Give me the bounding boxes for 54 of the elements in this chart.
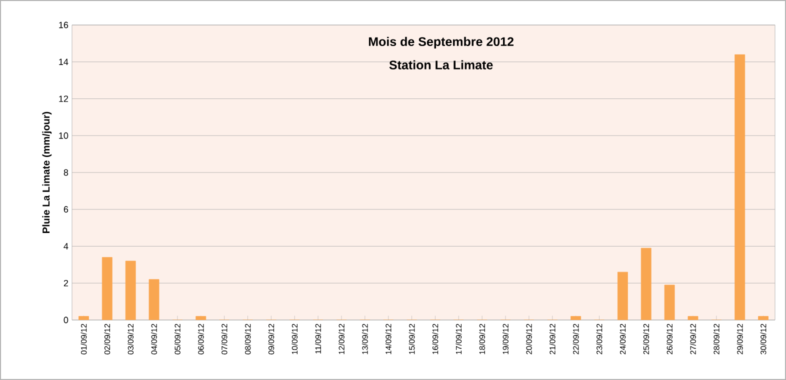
x-tick-label: 09/09/12 bbox=[268, 324, 274, 354]
y-tick-label: 0 bbox=[64, 316, 68, 324]
x-tick-label: 19/09/12 bbox=[502, 324, 508, 354]
text: Mois de Septembre 2012 bbox=[368, 36, 514, 49]
x-tick-label: 18/09/12 bbox=[479, 324, 486, 354]
y-axis-title: Pluie La Limate (mm/jour) bbox=[42, 112, 52, 233]
y-tick-label: 10 bbox=[59, 132, 68, 139]
x-tick-label: 16/09/12 bbox=[432, 324, 438, 354]
y-tick-label: 2 bbox=[64, 280, 68, 286]
bar bbox=[570, 316, 582, 320]
x-tick-label: 28/09/12 bbox=[713, 324, 720, 354]
y-tick-label: 8 bbox=[64, 169, 68, 176]
x-tick-label: 05/09/12 bbox=[174, 324, 180, 354]
x-tick-label: 13/09/12 bbox=[362, 324, 368, 354]
x-tick-label: 02/09/12 bbox=[104, 324, 110, 354]
bar bbox=[758, 316, 768, 320]
bar bbox=[664, 284, 675, 320]
x-tick-label: 11/09/12 bbox=[315, 324, 321, 354]
bar bbox=[78, 316, 89, 320]
bar bbox=[196, 316, 206, 320]
x-tick-label: 15/09/12 bbox=[408, 324, 415, 354]
x-tick-label: 24/09/12 bbox=[620, 324, 626, 354]
x-tick-label: 03/09/12 bbox=[128, 324, 134, 354]
bar bbox=[640, 248, 652, 320]
bar bbox=[734, 54, 746, 320]
x-tick-label: 22/09/12 bbox=[572, 324, 579, 354]
x-tick-label: 23/09/12 bbox=[596, 324, 602, 354]
x-tick-label: 14/09/12 bbox=[385, 324, 392, 354]
text: Station La Limate bbox=[389, 60, 493, 70]
x-tick-label: 01/09/12 bbox=[80, 324, 87, 354]
x-tick-label: 17/09/12 bbox=[456, 324, 462, 354]
y-tick-label: 4 bbox=[64, 243, 68, 250]
y-tick-label: 14 bbox=[59, 58, 68, 65]
x-tick-label: 30/09/12 bbox=[760, 324, 766, 354]
x-tick-label: 20/09/12 bbox=[526, 324, 532, 354]
x-tick-label: 12/09/12 bbox=[338, 324, 344, 354]
bar bbox=[688, 316, 698, 320]
x-tick-label: 21/09/12 bbox=[549, 324, 556, 354]
bar bbox=[617, 272, 628, 320]
x-tick-label: 10/09/12 bbox=[292, 324, 298, 354]
x-tick-label: 07/09/12 bbox=[221, 324, 228, 354]
x-tick-label: 26/09/12 bbox=[666, 324, 672, 354]
x-tick-label: 25/09/12 bbox=[643, 324, 650, 354]
y-tick-label: 12 bbox=[59, 96, 68, 102]
x-tick-label: 04/09/12 bbox=[151, 324, 157, 354]
bar bbox=[148, 279, 160, 320]
y-tick-label: 16 bbox=[59, 22, 68, 28]
y-tick-label: 6 bbox=[64, 206, 68, 213]
x-tick-label: 29/09/12 bbox=[736, 324, 743, 354]
x-tick-label: 08/09/12 bbox=[244, 324, 251, 354]
bar bbox=[102, 257, 112, 320]
x-tick-label: 27/09/12 bbox=[690, 324, 696, 354]
bar bbox=[125, 260, 136, 320]
x-tick-label: 06/09/12 bbox=[198, 324, 204, 354]
